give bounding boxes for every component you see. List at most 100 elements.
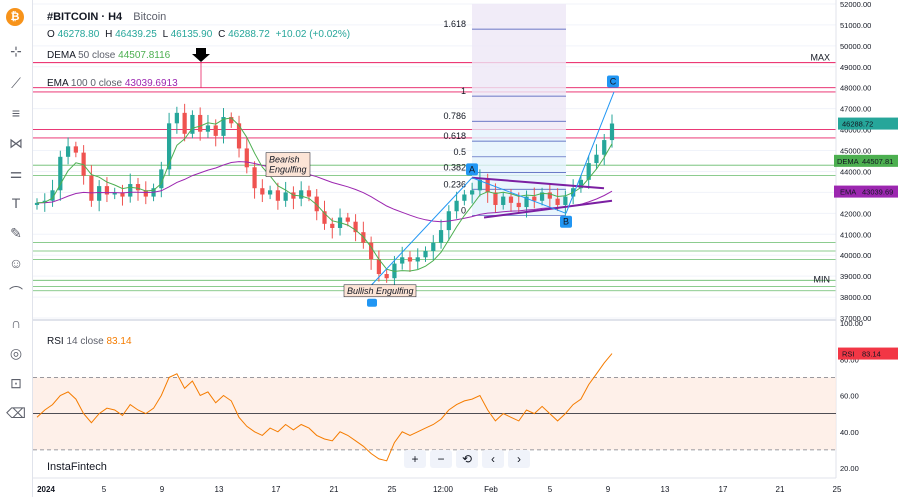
candle-body	[104, 186, 110, 195]
candle-body	[524, 196, 529, 208]
change-value: +10.02 (+0.02%)	[275, 29, 351, 40]
candle-body	[609, 123, 615, 141]
price-tick-label: 38000.00	[840, 293, 871, 302]
ema-badge-value: 43039.69	[862, 188, 893, 197]
point-label-a: A	[469, 164, 475, 174]
candle-body	[470, 190, 475, 195]
dema-badge-value: 44507.81	[862, 157, 893, 166]
zoom-in-button[interactable]: +	[404, 450, 426, 468]
fib-level-label: 0.236	[443, 179, 466, 189]
candle-body	[462, 194, 467, 201]
candle-body	[213, 125, 218, 136]
zoom-out-button[interactable]: −	[430, 450, 452, 468]
time-tick-label: 2024	[37, 485, 55, 494]
eye-icon[interactable]: ◎	[9, 344, 23, 361]
price-axis-panel	[836, 0, 900, 497]
price-tick-label: 41000.00	[840, 230, 871, 239]
candle-body	[174, 112, 179, 124]
bullish-label: Bullish Engulfing	[347, 286, 414, 296]
price-tick-label: 51000.00	[840, 21, 871, 30]
crosshair-icon[interactable]: ⊹	[10, 42, 22, 59]
brush-icon[interactable]: ✎	[10, 224, 22, 241]
candle-body	[221, 117, 226, 136]
candle-body	[128, 184, 133, 197]
lock-icon[interactable]: ⊡	[10, 374, 22, 391]
bitcoin-logo-icon: ₿	[6, 8, 24, 26]
scroll-right-button[interactable]: ›	[508, 450, 530, 468]
candle-body	[345, 217, 350, 222]
fib-icon[interactable]: ≡	[11, 105, 21, 121]
fib-level-label: 1	[461, 86, 466, 96]
measure-icon[interactable]: ⌒	[9, 285, 23, 301]
symbol-label: #BITCOIN · H4	[47, 11, 123, 23]
rsi-tick-label: 100.00	[840, 319, 863, 328]
candle-body	[431, 242, 436, 252]
drawing-toolbar: ₿ ⊹ ⟋ ≡ ⋈ ⚌ T ✎ ☺ ⌒ ∩ ◎ ⊡ ⌫	[0, 0, 33, 497]
scroll-left-button[interactable]: ‹	[482, 450, 504, 468]
rsi-legend[interactable]: RSI 14 close 83.14	[47, 336, 132, 347]
candle-body	[166, 123, 172, 170]
triangle-lower-line	[483, 199, 613, 219]
candle-body	[267, 190, 273, 195]
reset-button[interactable]: ⟲	[456, 450, 478, 468]
trendline-icon[interactable]: ⟋	[11, 74, 21, 91]
candle-body	[578, 179, 584, 189]
candle-body	[50, 190, 55, 201]
trash-icon[interactable]: ⌫	[6, 404, 26, 421]
candle-body	[485, 179, 490, 193]
price-tick-label: 52000.00	[840, 0, 871, 9]
price-tick-label: 50000.00	[840, 42, 871, 51]
text-icon[interactable]: T	[11, 195, 21, 211]
fib-zone-upper	[472, 4, 566, 130]
time-tick-label: 25	[388, 485, 397, 494]
candle-body	[322, 211, 327, 224]
point-label-c: C	[610, 76, 617, 86]
time-tick-label: 5	[102, 485, 107, 494]
candle-body	[594, 154, 599, 164]
fib-level-label: 0.786	[443, 111, 466, 121]
candle-body	[190, 114, 195, 134]
price-tick-label: 42000.00	[840, 209, 871, 218]
ema-label: EMA	[47, 78, 69, 89]
price-tick-label: 39000.00	[840, 272, 871, 281]
candle-body	[89, 175, 94, 201]
candle-body	[602, 140, 607, 155]
rsi-tick-label: 60.00	[840, 392, 859, 401]
time-tick-label: Feb	[484, 485, 498, 494]
price-tick-label: 37000.00	[840, 314, 871, 323]
candle-body	[586, 163, 591, 180]
candle-body	[508, 196, 514, 203]
time-tick-label: 9	[606, 485, 611, 494]
rsi-tick-label: 80.00	[840, 355, 859, 364]
ohlc-row: O 46278.80 H 46439.25 L 46135.90 C 46288…	[47, 29, 350, 40]
point-marker	[607, 75, 619, 88]
candle-body	[236, 123, 242, 149]
prediction-icon[interactable]: ⚌	[9, 164, 23, 181]
close-value: 46288.72	[228, 29, 270, 40]
bottom-marker	[367, 298, 377, 307]
max-label: MAX	[810, 53, 830, 63]
rsi-tick-label: 20.00	[840, 464, 859, 473]
chart-title: #BITCOIN · H4 Bitcoin	[47, 11, 166, 23]
magnet-icon[interactable]: ∩	[10, 315, 22, 331]
rsi-params: 14 close	[66, 336, 104, 347]
close-label: C	[218, 29, 226, 40]
time-tick-label: 21	[776, 485, 785, 494]
high-label: H	[105, 29, 113, 40]
ema-legend[interactable]: EMA 100 0 close 43039.6913	[47, 78, 178, 89]
candle-body	[306, 190, 312, 197]
low-label: L	[162, 29, 168, 40]
rsi-badge-label: RSI	[842, 350, 855, 359]
candle-body	[198, 114, 203, 132]
pattern-icon[interactable]: ⋈	[9, 134, 23, 151]
dema-params: 50 close	[78, 50, 116, 61]
candle-body	[423, 251, 428, 258]
time-tick-label: 13	[215, 485, 224, 494]
ema-badge	[834, 185, 898, 198]
dema-legend[interactable]: DEMA 50 close 44507.8116	[47, 50, 170, 61]
time-tick-label: 5	[548, 485, 553, 494]
emoji-icon[interactable]: ☺	[8, 255, 24, 271]
point-label-b: B	[563, 217, 569, 227]
candle-body	[532, 196, 537, 201]
